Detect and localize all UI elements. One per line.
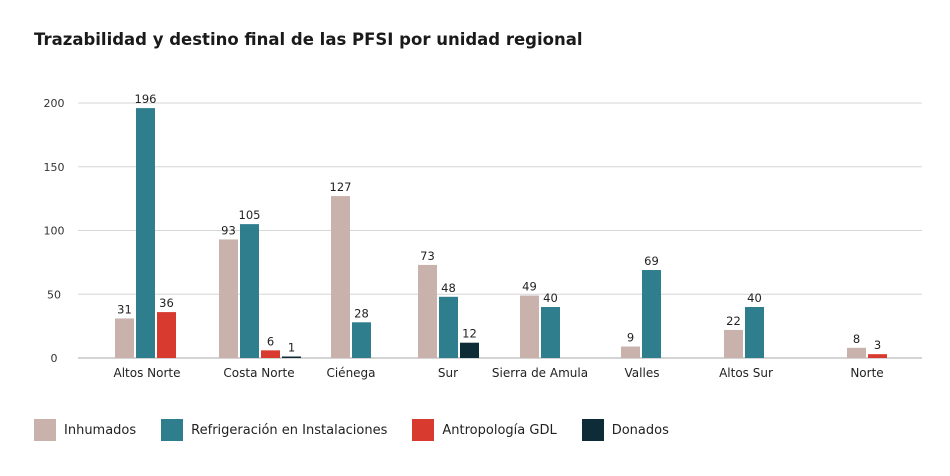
bar-donados: [460, 342, 479, 358]
bar-refrigeraci-n-en-instalaciones: [352, 322, 371, 358]
data-label: 93: [221, 223, 236, 237]
y-tick-label: 0: [51, 352, 58, 365]
data-label: 36: [159, 296, 174, 310]
legend-label: Antropología GDL: [442, 422, 557, 438]
data-label: 28: [354, 306, 369, 320]
legend-item: Inhumados: [34, 419, 136, 441]
data-label: 6: [267, 334, 274, 348]
data-label: 73: [420, 249, 435, 263]
x-tick-label: Altos Norte: [114, 366, 181, 380]
bar-antropolog-a-gdl: [261, 350, 280, 358]
x-tick-label: Ciénega: [326, 366, 375, 380]
data-label: 12: [462, 327, 477, 341]
legend-label: Inhumados: [64, 422, 137, 438]
bar-inhumados: [418, 264, 437, 358]
legend-item: Refrigeración en Instalaciones: [161, 419, 387, 441]
y-tick-label: 50: [47, 288, 61, 301]
legend-item: Antropología GDL: [412, 419, 557, 441]
data-label: 69: [644, 254, 659, 268]
x-tick-label: Costa Norte: [223, 366, 294, 380]
legend-item: Donados: [581, 419, 669, 441]
data-label: 9: [627, 331, 634, 345]
legend-label: Donados: [611, 422, 669, 438]
data-label: 31: [117, 302, 132, 316]
data-label: 127: [330, 180, 352, 194]
data-label: 49: [522, 280, 537, 294]
legend-swatch: [581, 419, 604, 441]
data-label: 48: [441, 281, 456, 295]
x-tick-label: Sur: [438, 366, 458, 380]
x-tick-label: Norte: [850, 366, 883, 380]
legend-swatch: [412, 419, 435, 441]
data-label: 40: [543, 291, 558, 305]
bar-inhumados: [520, 295, 539, 358]
legend-label: Refrigeración en Instalaciones: [191, 422, 388, 438]
data-label: 40: [747, 291, 762, 305]
data-label: 8: [853, 332, 860, 346]
bar-refrigeraci-n-en-instalaciones: [136, 108, 155, 358]
y-tick-label: 150: [44, 161, 65, 174]
bar-antropolog-a-gdl: [157, 312, 176, 358]
bar-donados: [282, 356, 301, 358]
data-label: 196: [135, 92, 157, 106]
data-label: 1: [288, 341, 295, 355]
bar-refrigeraci-n-en-instalaciones: [439, 296, 458, 358]
x-tick-label: Sierra de Amula: [492, 366, 588, 380]
bar-refrigeraci-n-en-instalaciones: [240, 224, 259, 358]
data-label: 3: [874, 338, 881, 352]
bar-inhumados: [847, 347, 866, 358]
bar-inhumados: [115, 318, 134, 358]
bar-inhumados: [724, 329, 743, 358]
legend: Inhumados Refrigeración en Instalaciones A…: [34, 419, 694, 441]
y-tick-label: 100: [44, 225, 65, 238]
bar-refrigeraci-n-en-instalaciones: [745, 307, 764, 358]
bar-inhumados: [219, 239, 238, 358]
bar-inhumados: [331, 196, 350, 358]
legend-swatch: [34, 419, 56, 441]
bar-antropolog-a-gdl: [868, 354, 887, 358]
bar-refrigeraci-n-en-instalaciones: [642, 270, 661, 358]
bar-inhumados: [621, 346, 640, 358]
bar-refrigeraci-n-en-instalaciones: [541, 307, 560, 358]
x-tick-label: Valles: [625, 366, 660, 380]
data-label: 22: [726, 314, 741, 328]
data-label: 105: [239, 208, 261, 222]
y-tick-label: 200: [44, 97, 65, 110]
chart-title: Trazabilidad y destino final de las PFSI…: [34, 30, 583, 49]
x-tick-label: Altos Sur: [719, 366, 773, 380]
legend-swatch: [161, 419, 184, 441]
